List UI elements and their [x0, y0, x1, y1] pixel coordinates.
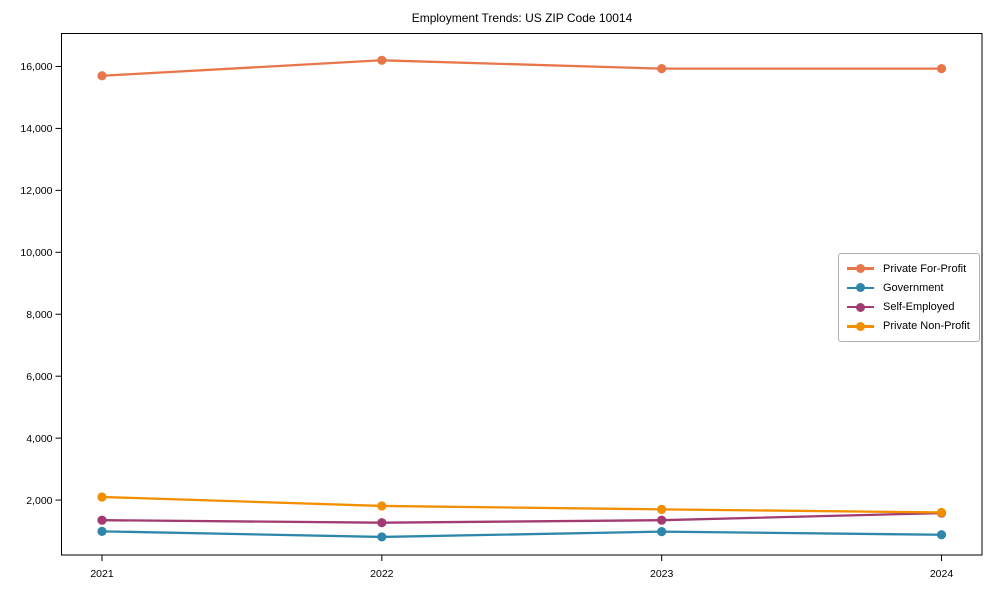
axes: 2,000 4,000 6,000 8,000 10,000 12,000 14,000 16… [20, 33, 983, 580]
data-point-government-2023 [657, 527, 667, 537]
legend-label: Private For-Profit [883, 262, 967, 275]
series-line-private-non-profit [101, 495, 942, 514]
y-tick-label: 6,000 [26, 371, 52, 383]
y-tick-label: 16,000 [20, 61, 52, 73]
x-tick-label: 2022 [370, 568, 394, 580]
chart-title: Employment Trends: US ZIP Code 10014 [412, 11, 633, 25]
legend-line-marker-icon [847, 282, 874, 294]
data-point-self-employed-2022 [377, 518, 387, 528]
legend-item-private-for-profit: Private For-Profit [847, 259, 971, 278]
legend-item-self-employed: Self-Employed [847, 298, 971, 317]
legend-line-marker-icon [847, 321, 874, 332]
x-tick-label: 2023 [650, 568, 674, 580]
data-point-private-for-profit-2023 [657, 64, 667, 74]
data-point-private-non-profit-2023 [657, 504, 667, 514]
data-point-private-for-profit-2024 [936, 64, 947, 74]
series-line-government [101, 530, 942, 539]
x-tick-label: 2024 [930, 568, 954, 580]
legend: Private For-Profit Government Self-Employe… [838, 253, 980, 342]
y-tick-label: 8,000 [26, 309, 52, 321]
legend-item-government: Government [847, 278, 971, 297]
y-tick-label: 10,000 [20, 247, 52, 259]
data-point-private-for-profit-2021 [97, 71, 107, 81]
data-point-government-2024 [936, 530, 947, 540]
data-point-self-employed-2021 [97, 515, 107, 525]
data-point-government-2022 [377, 532, 387, 542]
legend-line-marker-icon [847, 263, 874, 275]
data-point-private-for-profit-2022 [377, 55, 387, 65]
legend-line-marker-icon [847, 301, 874, 313]
data-point-private-non-profit-2024 [936, 507, 947, 518]
series-line-self-employed [101, 511, 942, 524]
series-line-private-for-profit [101, 59, 942, 77]
y-tick-label: 2,000 [26, 495, 52, 507]
x-tick-label: 2021 [90, 568, 114, 580]
y-tick-label: 4,000 [26, 433, 52, 445]
legend-item-private-non-profit: Private Non-Profit [847, 317, 971, 336]
y-tick-label: 14,000 [20, 123, 52, 135]
data-point-self-employed-2023 [657, 515, 667, 525]
data-point-private-non-profit-2021 [97, 492, 107, 502]
legend-label: Private Non-Profit [883, 320, 970, 333]
legend-label: Self-Employed [883, 301, 955, 314]
y-tick-label: 12,000 [20, 185, 52, 197]
data-point-government-2021 [97, 526, 107, 536]
data-point-private-non-profit-2022 [377, 501, 387, 511]
legend-label: Government [883, 281, 944, 294]
plot-border [61, 33, 983, 556]
series-lines [97, 55, 947, 542]
